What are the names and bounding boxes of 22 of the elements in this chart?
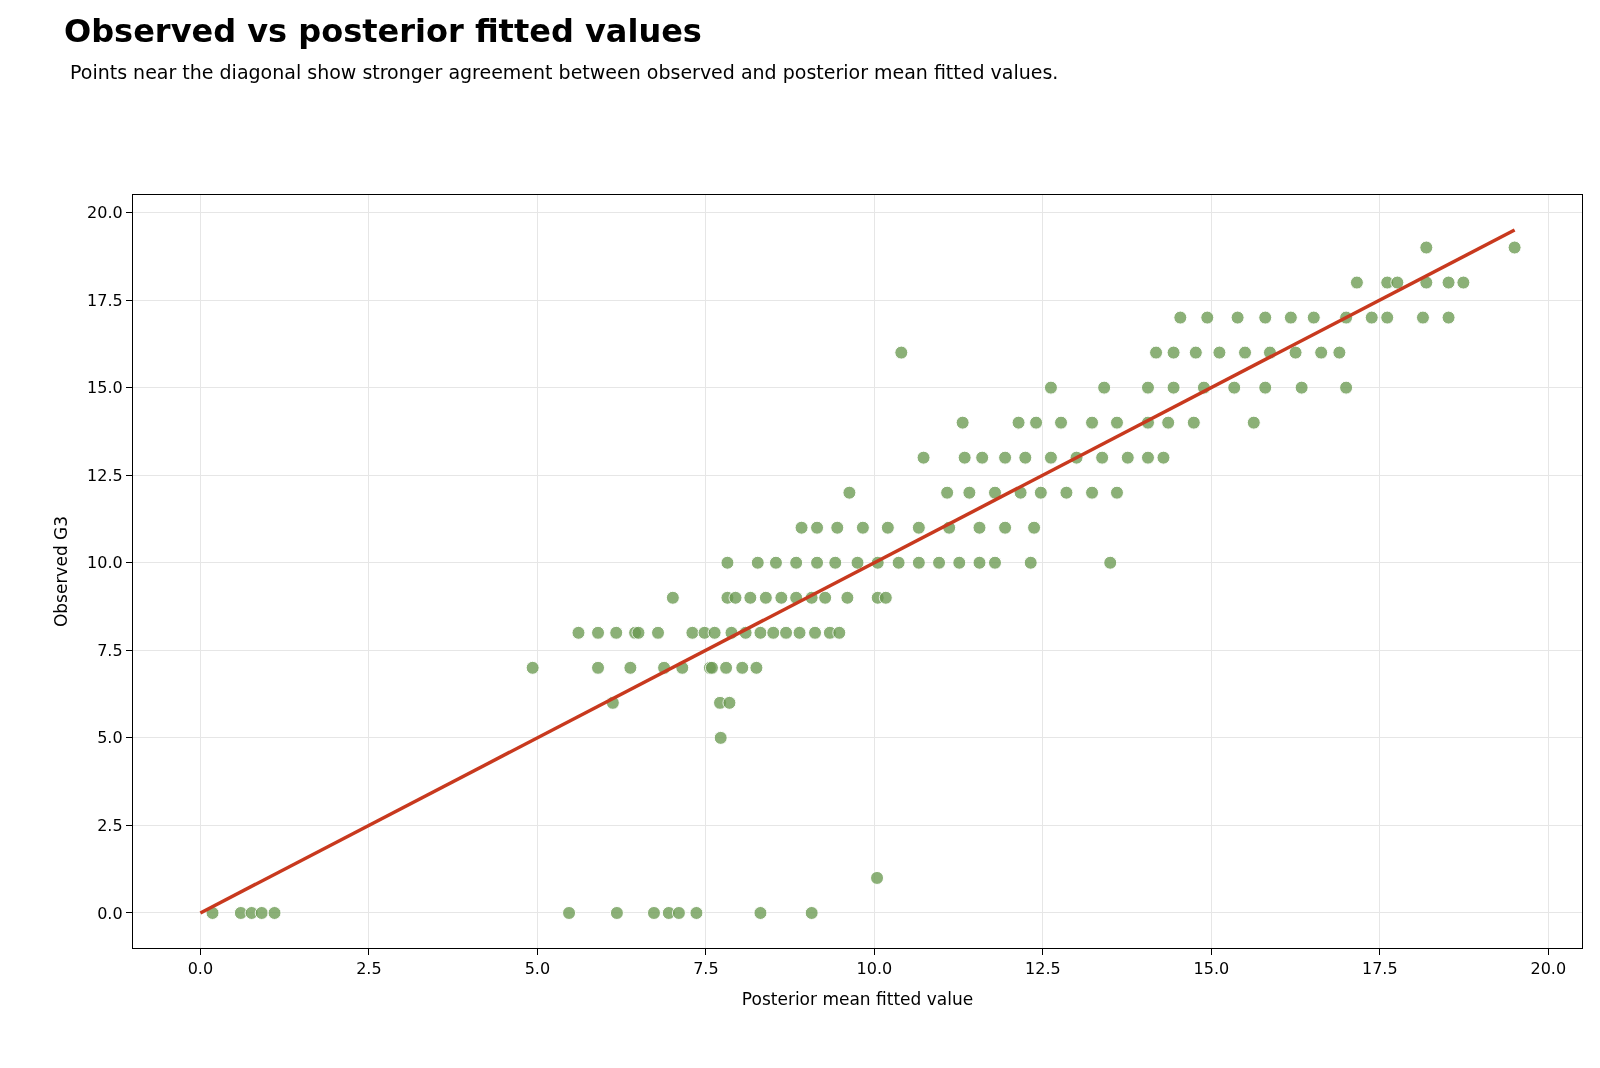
- y-tick-label: 0.0: [97, 903, 123, 923]
- x-tick-label: 7.5: [693, 959, 719, 979]
- x-tick-label: 20.0: [1530, 959, 1567, 979]
- x-tick-label: 15.0: [1193, 959, 1230, 979]
- y-tick-label: 15.0: [87, 378, 123, 398]
- y-axis-title: Observed G3: [50, 515, 71, 628]
- y-tick-label: 7.5: [97, 640, 123, 660]
- x-tick-label: 0.0: [187, 959, 214, 979]
- x-tick-label: 5.0: [524, 959, 551, 979]
- y-tick-label: 5.0: [97, 728, 123, 748]
- y-tick-label: 17.5: [87, 290, 123, 310]
- chart-subtitle: Points near the diagonal show stronger agreement between observed and posterior mean fitted values.: [70, 61, 1059, 83]
- x-tick-label: 10.0: [856, 959, 893, 979]
- x-tick-label: 17.5: [1362, 959, 1398, 979]
- x-tick-label: 12.5: [1025, 959, 1061, 979]
- y-tick-label: 12.5: [87, 465, 123, 485]
- y-tick-label: 2.5: [97, 816, 123, 836]
- x-tick-label: 2.5: [356, 959, 382, 979]
- y-tick-label: 10.0: [87, 553, 123, 573]
- y-tick-label: 20.0: [87, 203, 123, 223]
- x-axis-title: Posterior mean fitted value: [741, 988, 974, 1009]
- chart-title: Observed vs posterior fitted values: [64, 11, 702, 50]
